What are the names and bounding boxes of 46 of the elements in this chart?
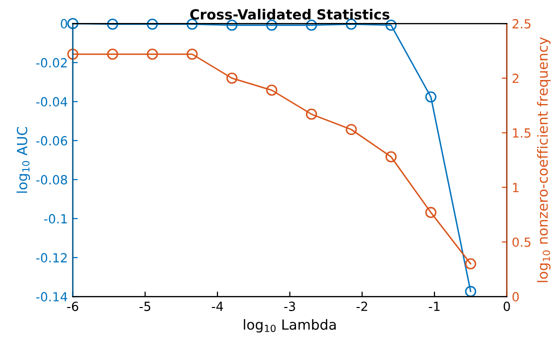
y-axis-title: log$_{10}$ AUC	[16, 126, 30, 193]
point	[306, 108, 318, 120]
point	[107, 18, 118, 30]
y2-tick-label: 2.5	[512, 19, 530, 29]
y2-tick-label: 0	[512, 292, 519, 302]
point	[226, 72, 238, 84]
point	[67, 18, 78, 30]
point	[266, 84, 278, 96]
x-tick-label: -4	[212, 302, 223, 311]
y2-tick-label: 1	[513, 183, 518, 192]
point	[465, 286, 476, 298]
y-tick-label: -0.06	[36, 136, 68, 146]
point	[107, 48, 118, 60]
y2-tick-label: 1.5	[513, 128, 530, 138]
x-axis-title: log$_{10}$ Lambda	[244, 319, 336, 333]
x-tick-label: -5	[140, 302, 150, 312]
y2-tick-label: 2	[512, 74, 518, 83]
x-tick-label: -6	[67, 302, 78, 312]
point	[186, 18, 198, 30]
point	[306, 20, 318, 31]
point	[226, 20, 238, 31]
y2-tick-label: 0.5	[512, 237, 530, 247]
y-tick-label: -0.04	[36, 97, 68, 107]
x-tick-label: 0	[504, 302, 510, 312]
x-tick-label: -3	[284, 302, 296, 312]
y-tick-label: -0.08	[36, 175, 68, 184]
chart-title: Cross-Validated Statistics	[190, 8, 390, 20]
x-tick-label: -1	[428, 302, 440, 311]
point	[346, 124, 357, 136]
y2-axis-title: log$_{10}$ nonzero-coefficient frequency	[537, 37, 551, 282]
point	[425, 91, 436, 102]
point	[425, 206, 436, 218]
y-tick-label: 0	[60, 19, 68, 29]
point	[186, 48, 198, 60]
y-tick-label: -0.12	[36, 253, 67, 262]
point	[146, 18, 158, 30]
y-tick-label: -0.1	[44, 214, 67, 224]
point	[266, 20, 278, 31]
y-tick-label: -0.14	[36, 292, 68, 302]
point	[386, 151, 397, 162]
x-tick-label: -2	[356, 302, 368, 311]
point	[67, 48, 78, 60]
point	[386, 20, 397, 31]
point	[146, 48, 158, 60]
point	[465, 258, 476, 270]
y-tick-label: -0.02	[36, 58, 67, 68]
